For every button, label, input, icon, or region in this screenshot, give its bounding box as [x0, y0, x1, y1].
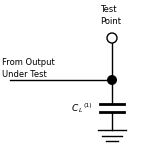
Text: L: L	[79, 108, 83, 113]
Text: From Output
Under Test: From Output Under Test	[2, 58, 55, 79]
Text: (1): (1)	[84, 103, 93, 108]
Text: C: C	[72, 104, 78, 113]
Circle shape	[107, 33, 117, 43]
Text: Test
Point: Test Point	[100, 5, 121, 26]
Circle shape	[107, 75, 117, 85]
